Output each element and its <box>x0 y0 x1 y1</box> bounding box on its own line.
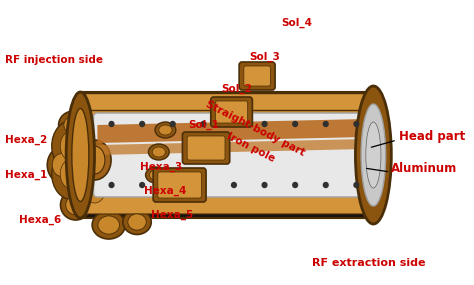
Text: RF extraction side: RF extraction side <box>312 258 426 268</box>
FancyBboxPatch shape <box>78 92 376 218</box>
Text: Hexa_1: Hexa_1 <box>5 170 47 180</box>
Circle shape <box>201 121 206 127</box>
FancyBboxPatch shape <box>82 117 373 133</box>
Ellipse shape <box>152 147 165 157</box>
Circle shape <box>109 182 114 188</box>
FancyBboxPatch shape <box>211 97 252 127</box>
FancyBboxPatch shape <box>239 62 275 90</box>
Text: Sol_2: Sol_2 <box>221 84 252 94</box>
Ellipse shape <box>123 209 151 235</box>
Text: Hexa_6: Hexa_6 <box>19 215 61 225</box>
FancyBboxPatch shape <box>244 66 270 86</box>
Text: Sol_3: Sol_3 <box>249 52 280 62</box>
Ellipse shape <box>146 167 166 183</box>
Polygon shape <box>97 139 366 155</box>
Ellipse shape <box>361 104 386 206</box>
Ellipse shape <box>66 195 85 215</box>
Ellipse shape <box>128 214 146 230</box>
Ellipse shape <box>52 121 91 172</box>
FancyBboxPatch shape <box>187 136 225 160</box>
Ellipse shape <box>106 131 129 161</box>
Circle shape <box>201 182 206 188</box>
Circle shape <box>323 182 328 188</box>
Ellipse shape <box>59 111 89 139</box>
Text: Straight-body part: Straight-body part <box>204 99 306 157</box>
FancyBboxPatch shape <box>82 177 373 193</box>
Ellipse shape <box>155 122 176 138</box>
Circle shape <box>354 121 359 127</box>
Text: Hexa_2: Hexa_2 <box>5 135 47 145</box>
FancyBboxPatch shape <box>158 172 201 198</box>
FancyBboxPatch shape <box>93 113 370 197</box>
Ellipse shape <box>149 170 163 180</box>
FancyBboxPatch shape <box>82 192 373 214</box>
Circle shape <box>140 182 145 188</box>
Ellipse shape <box>60 159 83 189</box>
Ellipse shape <box>98 148 137 200</box>
Circle shape <box>323 121 328 127</box>
Polygon shape <box>85 93 369 110</box>
Circle shape <box>170 182 175 188</box>
Ellipse shape <box>148 144 169 160</box>
Ellipse shape <box>75 107 114 158</box>
Text: Sol_1: Sol_1 <box>188 120 219 130</box>
Circle shape <box>354 182 359 188</box>
Circle shape <box>293 121 298 127</box>
Circle shape <box>170 121 175 127</box>
Circle shape <box>293 182 298 188</box>
Ellipse shape <box>98 216 119 234</box>
Ellipse shape <box>52 154 71 176</box>
FancyBboxPatch shape <box>153 168 206 202</box>
Ellipse shape <box>61 190 91 220</box>
Ellipse shape <box>75 162 114 213</box>
Ellipse shape <box>98 121 137 172</box>
Circle shape <box>109 121 114 127</box>
FancyBboxPatch shape <box>82 96 373 118</box>
Circle shape <box>140 121 145 127</box>
Circle shape <box>232 121 237 127</box>
Text: Hexa_4: Hexa_4 <box>144 186 186 196</box>
Ellipse shape <box>66 92 94 218</box>
Ellipse shape <box>159 125 172 135</box>
Text: Sol_4: Sol_4 <box>281 18 312 28</box>
Circle shape <box>262 121 267 127</box>
Circle shape <box>232 182 237 188</box>
Ellipse shape <box>84 146 105 174</box>
FancyBboxPatch shape <box>216 101 247 123</box>
Text: Hexa_5: Hexa_5 <box>151 210 193 220</box>
Ellipse shape <box>83 173 106 203</box>
Ellipse shape <box>83 117 106 147</box>
Polygon shape <box>97 119 366 143</box>
Text: Hexa_3: Hexa_3 <box>140 162 182 172</box>
Ellipse shape <box>92 211 125 239</box>
Ellipse shape <box>47 148 76 182</box>
Ellipse shape <box>366 122 381 188</box>
Text: Head part: Head part <box>399 130 465 143</box>
Text: RF injection side: RF injection side <box>5 55 103 65</box>
Ellipse shape <box>60 131 83 161</box>
Ellipse shape <box>72 109 89 201</box>
Ellipse shape <box>356 86 392 224</box>
Ellipse shape <box>52 148 91 200</box>
FancyBboxPatch shape <box>182 132 230 164</box>
Circle shape <box>262 182 267 188</box>
Ellipse shape <box>78 140 111 180</box>
Text: Iron pole: Iron pole <box>225 132 276 164</box>
Ellipse shape <box>64 116 83 134</box>
Ellipse shape <box>106 159 129 189</box>
Text: Aluminum: Aluminum <box>392 162 457 175</box>
